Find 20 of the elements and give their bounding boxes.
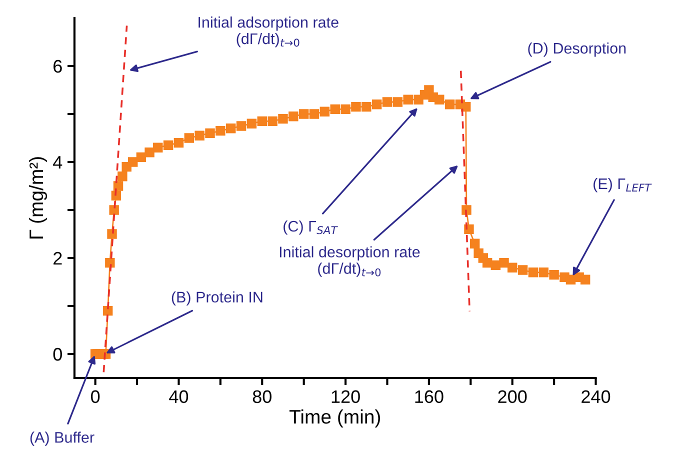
y-tick-label: 4	[53, 156, 62, 169]
annotation: Initial adsorption rate (dΓ/dt)$_{t→0}$	[198, 16, 338, 48]
y-tick-label: 2	[54, 252, 62, 265]
x-tick-label: 40	[169, 390, 188, 404]
annotation: (E) Γ$_{LEFT}$	[594, 178, 652, 192]
x-tick-label: 200	[498, 390, 527, 404]
y-axis-title: Γ (mg/m²)	[28, 157, 48, 238]
x-tick-label: 240	[582, 390, 610, 404]
annotation: Initial desorption rate (dΓ/dt)$_{t→0}$	[280, 246, 420, 277]
y-tick-label: 6	[54, 60, 62, 73]
annotation: (C) Γ$_{SAT}$	[284, 220, 338, 235]
x-tick-label: 0	[91, 390, 100, 404]
x-tick-label: 120	[332, 390, 360, 404]
x-tick-label: 160	[415, 390, 444, 404]
annotation: (B) Protein IN	[172, 291, 262, 306]
x-axis-title: Time (min)	[289, 409, 380, 428]
annotation: (A) Buffer	[30, 432, 94, 446]
annotation: (D) Desorption	[528, 42, 626, 57]
y-tick-label: 0	[53, 348, 62, 361]
x-tick-label: 80	[252, 390, 272, 404]
